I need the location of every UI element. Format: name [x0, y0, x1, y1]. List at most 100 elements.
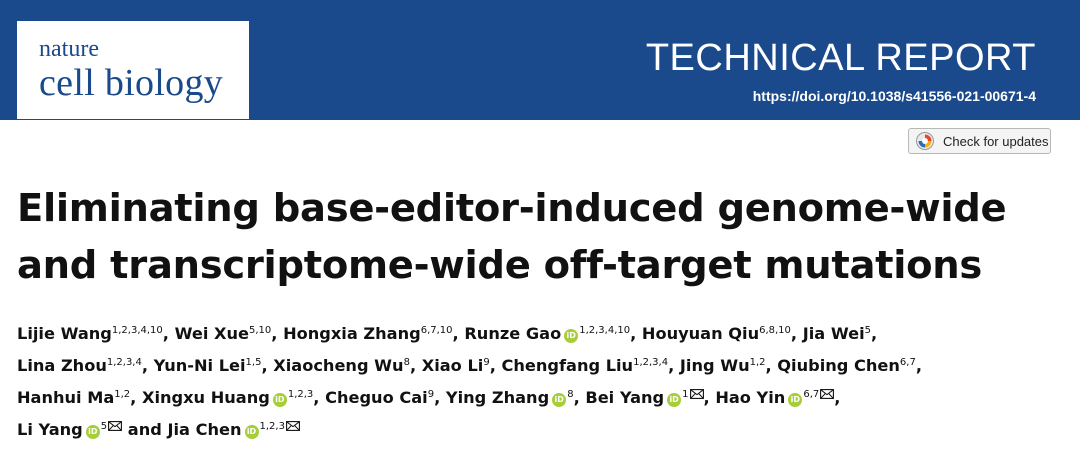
- author[interactable]: Houyuan Qiu6,8,10: [642, 324, 791, 343]
- author-separator: ,: [271, 324, 284, 343]
- author-separator: ,: [630, 324, 642, 343]
- author-list: Lijie Wang1,2,3,4,10, Wei Xue5,10, Hongx…: [17, 318, 1072, 446]
- author[interactable]: Xiao Li9: [422, 356, 490, 375]
- author-separator: ,: [834, 388, 841, 407]
- author-name[interactable]: Lina Zhou: [17, 356, 107, 375]
- author-separator: ,: [765, 356, 778, 375]
- author-name[interactable]: Houyuan Qiu: [641, 324, 760, 343]
- author-name[interactable]: Ying Zhang: [445, 388, 550, 407]
- author[interactable]: Jing Wu1,2: [680, 356, 766, 375]
- author[interactable]: Qiubing Chen6,7: [777, 356, 916, 375]
- author-name[interactable]: Runze Gao: [464, 324, 562, 343]
- author-separator: ,: [434, 388, 446, 407]
- author-separator: ,: [790, 324, 803, 343]
- author-separator: ,: [915, 356, 922, 375]
- orcid-icon[interactable]: iD: [788, 393, 803, 407]
- affiliation-superscript[interactable]: 8: [567, 389, 574, 400]
- author[interactable]: Jia Wei5: [803, 324, 871, 343]
- author-separator: ,: [489, 356, 502, 375]
- article-title-line1: Eliminating base-editor-induced genome-w…: [17, 186, 1007, 231]
- affiliation-superscript[interactable]: 1,2,3,4,10: [111, 325, 163, 336]
- affiliation-superscript[interactable]: 5: [864, 325, 872, 336]
- doi-link[interactable]: https://doi.org/10.1038/s41556-021-00671…: [752, 88, 1036, 104]
- author-name[interactable]: Hongxia Zhang: [283, 324, 421, 343]
- author-name[interactable]: Xingxu Huang: [141, 388, 270, 407]
- affiliation-superscript[interactable]: 1,2,3: [287, 389, 314, 400]
- orcid-icon[interactable]: iD: [272, 393, 287, 407]
- author[interactable]: Ying Zhang iD 8: [446, 388, 574, 407]
- author-name[interactable]: Chengfang Liu: [501, 356, 634, 375]
- affiliation-superscript[interactable]: 1,2,3,4: [106, 357, 142, 368]
- author-name[interactable]: Qiubing Chen: [777, 356, 900, 375]
- author[interactable]: Bei Yang iD 1: [585, 388, 704, 407]
- affiliation-superscript[interactable]: 6,7: [899, 357, 916, 368]
- affiliation-superscript[interactable]: 8: [403, 357, 410, 368]
- author-name[interactable]: Hao Yin: [715, 388, 786, 407]
- author-separator: ,: [871, 324, 878, 343]
- check-for-updates-button[interactable]: Check for updates: [908, 128, 1051, 154]
- author-separator: ,: [261, 356, 274, 375]
- author[interactable]: Cheguo Cai9: [325, 388, 434, 407]
- orcid-icon[interactable]: iD: [667, 393, 682, 407]
- affiliation-superscript[interactable]: 1,2: [749, 357, 766, 368]
- author-name[interactable]: Jia Wei: [802, 324, 865, 343]
- email-icon[interactable]: [820, 389, 835, 399]
- author[interactable]: Runze Gao iD 1,2,3,4,10: [464, 324, 630, 343]
- author[interactable]: Chengfang Liu1,2,3,4: [501, 356, 668, 375]
- affiliation-superscript[interactable]: 6,7,10: [420, 325, 453, 336]
- affiliation-superscript[interactable]: 1,2,3,4,10: [579, 325, 631, 336]
- affiliation-superscript[interactable]: 6,7: [803, 389, 820, 400]
- author-separator: ,: [452, 324, 465, 343]
- affiliation-superscript[interactable]: 1,2,3,4: [633, 357, 669, 368]
- author-name[interactable]: Jing Wu: [679, 356, 750, 375]
- affiliation-superscript[interactable]: 9: [483, 357, 490, 368]
- author[interactable]: Hao Yin iD 6,7: [715, 388, 835, 407]
- author-name[interactable]: Bei Yang: [585, 388, 665, 407]
- affiliation-superscript[interactable]: 5: [100, 421, 108, 432]
- author-name[interactable]: Xiao Li: [421, 356, 484, 375]
- author-name[interactable]: Hanhui Ma: [17, 388, 115, 407]
- orcid-icon[interactable]: iD: [85, 425, 100, 439]
- journal-logo[interactable]: nature cell biology: [17, 21, 249, 119]
- author[interactable]: Wei Xue5,10: [175, 324, 272, 343]
- affiliation-superscript[interactable]: 5,10: [249, 325, 272, 336]
- author[interactable]: Yun-Ni Lei1,5: [154, 356, 262, 375]
- check-for-updates-icon: [915, 131, 935, 151]
- affiliation-superscript[interactable]: 1: [682, 389, 689, 400]
- author-line: Lijie Wang1,2,3,4,10, Wei Xue5,10, Hongx…: [17, 318, 1072, 350]
- affiliation-superscript[interactable]: 6,8,10: [759, 325, 791, 336]
- author-separator: ,: [573, 388, 586, 407]
- email-icon[interactable]: [108, 421, 123, 431]
- author[interactable]: Hanhui Ma1,2: [17, 388, 130, 407]
- orcid-icon[interactable]: iD: [244, 425, 259, 439]
- author[interactable]: Jia Chen iD 1,2,3: [167, 420, 300, 439]
- email-icon[interactable]: [286, 421, 300, 431]
- orcid-icon[interactable]: iD: [552, 393, 567, 407]
- author-name[interactable]: Li Yang: [17, 420, 83, 439]
- author[interactable]: Xingxu Huang iD 1,2,3: [142, 388, 313, 407]
- author-name[interactable]: Cheguo Cai: [325, 388, 428, 407]
- author-name[interactable]: Lijie Wang: [17, 324, 112, 343]
- author[interactable]: Xiaocheng Wu8: [273, 356, 410, 375]
- affiliation-superscript[interactable]: 1,5: [245, 357, 262, 368]
- author[interactable]: Hongxia Zhang6,7,10: [283, 324, 452, 343]
- author[interactable]: Lijie Wang1,2,3,4,10: [17, 324, 163, 343]
- author-name[interactable]: Wei Xue: [174, 324, 250, 343]
- email-icon[interactable]: [689, 389, 704, 399]
- affiliation-superscript[interactable]: 9: [427, 389, 435, 400]
- journal-name-line2: cell biology: [39, 62, 224, 104]
- author-separator: ,: [141, 356, 154, 375]
- author-separator: and: [122, 420, 168, 439]
- author-name[interactable]: Jia Chen: [167, 420, 242, 439]
- affiliation-superscript[interactable]: 1,2,3: [259, 421, 285, 432]
- author-separator: ,: [130, 388, 142, 407]
- author-separator: ,: [703, 388, 716, 407]
- article-title: Eliminating base-editor-induced genome-w…: [17, 180, 1057, 294]
- journal-name-line1: nature: [39, 36, 99, 62]
- author[interactable]: Lina Zhou1,2,3,4: [17, 356, 142, 375]
- author-name[interactable]: Yun-Ni Lei: [153, 356, 246, 375]
- author-name[interactable]: Xiaocheng Wu: [273, 356, 404, 375]
- orcid-icon[interactable]: iD: [564, 329, 579, 343]
- author[interactable]: Li Yang iD 5: [17, 420, 123, 439]
- affiliation-superscript[interactable]: 1,2: [114, 389, 131, 400]
